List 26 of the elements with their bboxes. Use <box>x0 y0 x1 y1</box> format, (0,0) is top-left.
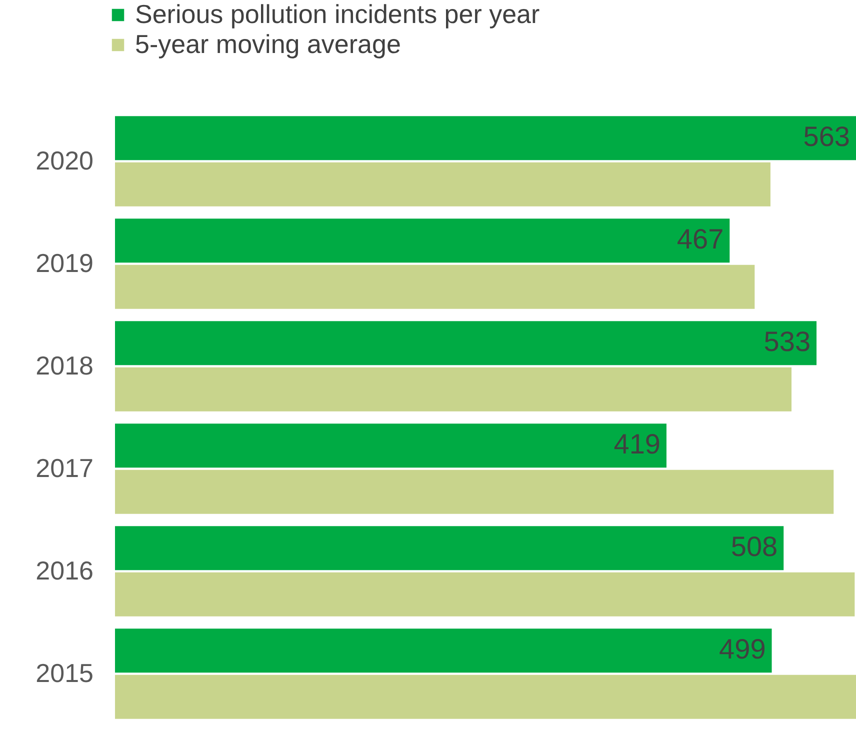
data-label: 563 <box>803 121 850 152</box>
legend-label: Serious pollution incidents per year <box>135 0 540 29</box>
y-tick-label: 2017 <box>36 452 94 483</box>
data-label: 419 <box>614 428 660 460</box>
data-label: 533 <box>764 326 811 358</box>
y-tick-label: 2015 <box>36 658 94 688</box>
bar <box>115 162 770 206</box>
legend-label: 5-year moving average <box>135 29 401 59</box>
bar <box>115 628 772 673</box>
bar <box>115 264 755 309</box>
data-label: 499 <box>719 634 766 665</box>
bar <box>115 424 666 468</box>
y-tick-label: 2016 <box>36 555 94 586</box>
y-tick-label: 2020 <box>36 145 94 176</box>
bar <box>115 470 834 514</box>
bar <box>115 218 730 263</box>
data-label: 508 <box>730 531 778 562</box>
bar <box>115 116 856 160</box>
bar <box>115 526 784 570</box>
y-tick-label: 2018 <box>36 350 94 380</box>
y-tick-label: 2019 <box>36 248 94 278</box>
bar <box>115 321 817 366</box>
bar <box>115 367 792 412</box>
data-label: 467 <box>676 224 724 255</box>
bar <box>115 674 856 719</box>
bar <box>115 572 855 616</box>
